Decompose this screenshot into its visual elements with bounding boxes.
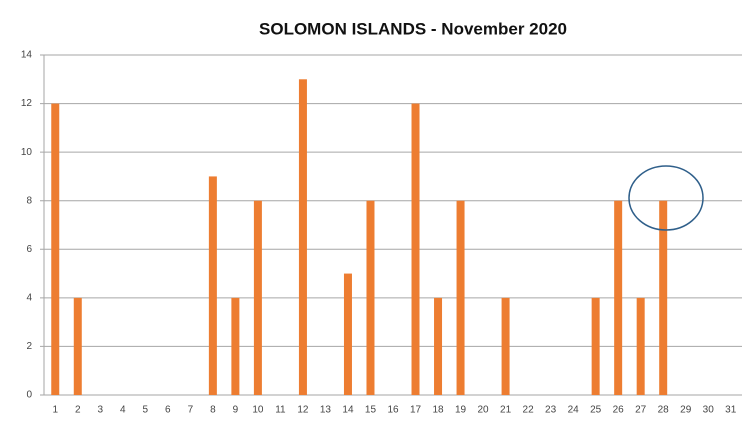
bar xyxy=(614,200,623,395)
y-tick-label: 0 xyxy=(26,390,32,401)
x-tick-label: 22 xyxy=(523,405,535,416)
x-tick-label: 17 xyxy=(410,405,422,416)
x-tick-label: 6 xyxy=(165,405,171,416)
x-tick-label: 8 xyxy=(210,405,216,416)
x-tick-label: 24 xyxy=(568,405,580,416)
bar xyxy=(411,103,420,396)
x-tick-label: 10 xyxy=(252,405,264,416)
x-tick-label: 19 xyxy=(455,405,467,416)
bar xyxy=(636,297,645,395)
x-tick-label: 25 xyxy=(590,405,602,416)
y-tick-label: 14 xyxy=(21,50,33,61)
x-tick-label: 2 xyxy=(75,405,81,416)
chart-title: SOLOMON ISLANDS - November 2020 xyxy=(259,19,567,38)
bar xyxy=(659,200,668,395)
y-tick-label: 8 xyxy=(26,195,32,206)
bar xyxy=(231,297,240,395)
x-tick-label: 26 xyxy=(613,405,625,416)
y-tick-label: 12 xyxy=(21,98,33,109)
x-tick-label: 1 xyxy=(52,405,58,416)
x-tick-label: 31 xyxy=(725,405,737,416)
y-tick-label: 6 xyxy=(26,244,32,255)
x-tick-label: 11 xyxy=(275,405,286,416)
x-tick-label: 30 xyxy=(703,405,715,416)
x-tick-label: 14 xyxy=(342,405,354,416)
x-tick-label: 7 xyxy=(188,405,194,416)
y-tick-label: 2 xyxy=(26,341,32,352)
x-tick-label: 9 xyxy=(233,405,239,416)
bar xyxy=(434,297,443,395)
bar xyxy=(343,273,352,395)
x-tick-label: 3 xyxy=(98,405,104,416)
x-tick-label: 5 xyxy=(143,405,149,416)
x-tick-label: 29 xyxy=(680,405,692,416)
bar xyxy=(51,103,60,396)
highlight-circle xyxy=(628,165,704,231)
x-tick-label: 27 xyxy=(635,405,647,416)
x-tick-label: 23 xyxy=(545,405,557,416)
bar xyxy=(366,200,375,395)
bar xyxy=(208,176,217,395)
x-tick-label: 4 xyxy=(120,405,126,416)
x-tick-label: 28 xyxy=(658,405,670,416)
bar xyxy=(298,79,307,396)
x-tick-label: 21 xyxy=(500,405,512,416)
bar xyxy=(456,200,465,395)
x-tick-label: 16 xyxy=(387,405,399,416)
bar xyxy=(253,200,262,395)
y-tick-label: 4 xyxy=(26,292,32,303)
x-tick-label: 18 xyxy=(432,405,444,416)
bar xyxy=(591,297,600,395)
y-tick-label: 10 xyxy=(21,147,33,158)
bar xyxy=(73,297,82,395)
x-tick-label: 13 xyxy=(320,405,332,416)
bar xyxy=(501,297,510,395)
x-tick-label: 15 xyxy=(365,405,377,416)
x-tick-label: 12 xyxy=(297,405,309,416)
x-tick-label: 20 xyxy=(478,405,490,416)
